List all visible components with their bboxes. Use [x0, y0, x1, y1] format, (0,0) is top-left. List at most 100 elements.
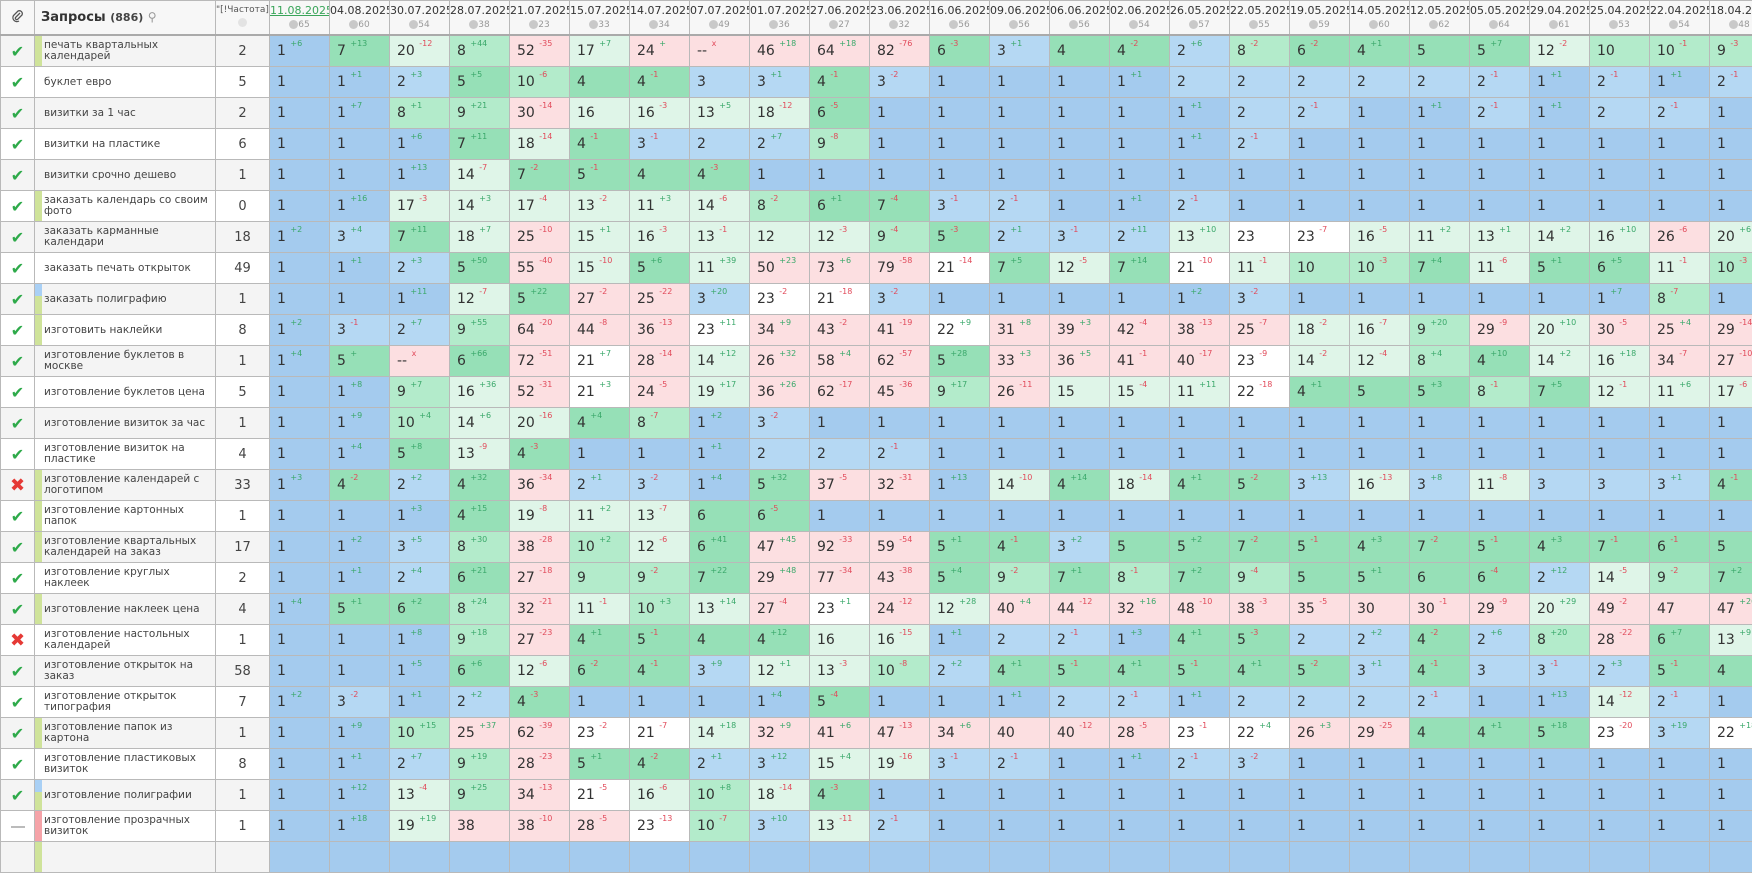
date-label[interactable]: 21.07.2025 [510, 4, 569, 17]
position-cell[interactable]: 2 +2 [450, 687, 510, 718]
position-cell[interactable]: 30 -5 [1590, 315, 1650, 346]
position-cell[interactable]: 2 +12 [1530, 563, 1590, 594]
position-cell[interactable]: 1 [1410, 439, 1470, 470]
position-cell[interactable]: 1 [1530, 749, 1590, 780]
position-cell[interactable]: 24 -12 [870, 594, 930, 625]
position-cell[interactable]: 5 +1 [1530, 253, 1590, 284]
query[interactable] [35, 842, 215, 872]
position-cell[interactable] [1650, 842, 1710, 873]
position-cell[interactable]: 5 +1 [570, 749, 630, 780]
query-cell[interactable]: изготовление визиток за час [35, 408, 216, 439]
position-cell[interactable]: 42 -4 [1110, 315, 1170, 346]
position-cell[interactable]: 6 -2 [1290, 35, 1350, 67]
position-cell[interactable]: 1 +13 [390, 160, 450, 191]
position-cell[interactable]: 64 +18 [810, 35, 870, 67]
position-cell[interactable]: 2 +1 [570, 470, 630, 501]
position-cell[interactable]: 22 +18 [1710, 718, 1752, 749]
position-cell[interactable]: 1 [870, 129, 930, 160]
position-cell[interactable]: 58 +4 [810, 346, 870, 377]
position-cell[interactable]: 1 [990, 160, 1050, 191]
search-icon[interactable]: ⚲ [148, 10, 157, 24]
position-cell[interactable]: 1 [1650, 439, 1710, 470]
position-cell[interactable]: 1 [1710, 439, 1752, 470]
position-cell[interactable]: 1 [1710, 191, 1752, 222]
position-cell[interactable] [630, 842, 690, 873]
position-cell[interactable]: 1 [570, 439, 630, 470]
position-cell[interactable]: 9 +17 [930, 377, 990, 408]
position-cell[interactable]: 36 +5 [1050, 346, 1110, 377]
position-cell[interactable]: 1 +1 [330, 563, 390, 594]
date-label[interactable]: 29.04.2025 [1530, 4, 1589, 17]
query-cell[interactable]: изготовление наклеек цена [35, 594, 216, 625]
position-cell[interactable]: 1 [1110, 439, 1170, 470]
position-cell[interactable] [990, 842, 1050, 873]
query-text[interactable]: визитки срочно дешево [44, 170, 180, 181]
position-cell[interactable]: 21 +7 [570, 346, 630, 377]
query[interactable]: изготовление пластиковых визиток [35, 749, 215, 779]
date-label[interactable]: 06.06.2025 [1050, 4, 1109, 17]
position-cell[interactable]: 3 +5 [390, 532, 450, 563]
position-cell[interactable]: 2 +2 [930, 656, 990, 687]
position-cell[interactable]: 55 -40 [510, 253, 570, 284]
position-cell[interactable]: 10 [1590, 35, 1650, 67]
position-cell[interactable]: 1 [930, 439, 990, 470]
position-cell[interactable]: 3 -1 [630, 129, 690, 160]
position-cell[interactable]: 16 -3 [630, 222, 690, 253]
position-cell[interactable]: 1 [1470, 749, 1530, 780]
position-cell[interactable]: 23 +11 [690, 315, 750, 346]
position-cell[interactable]: 1 [1410, 408, 1470, 439]
query[interactable]: изготовить наклейки [35, 315, 215, 345]
query[interactable]: визитки на пластике [35, 129, 215, 159]
position-cell[interactable]: 4 -1 [1710, 470, 1752, 501]
position-cell[interactable]: 11 -6 [1470, 253, 1530, 284]
position-cell[interactable]: 3 -1 [1050, 222, 1110, 253]
position-cell[interactable]: 21 -7 [630, 718, 690, 749]
position-cell[interactable]: 5 [1350, 377, 1410, 408]
position-cell[interactable]: 1 [930, 408, 990, 439]
position-cell[interactable]: 5 -1 [1050, 656, 1110, 687]
position-cell[interactable]: 1 [1410, 749, 1470, 780]
position-cell[interactable]: 1 [1350, 160, 1410, 191]
position-cell[interactable]: 1 [1410, 501, 1470, 532]
position-cell[interactable]: 1 [1350, 780, 1410, 811]
position-cell[interactable]: 2 [1590, 98, 1650, 129]
position-cell[interactable]: 1 [870, 408, 930, 439]
position-cell[interactable]: 45 -36 [870, 377, 930, 408]
position-cell[interactable]: 26 -11 [990, 377, 1050, 408]
position-cell[interactable]: 11 -1 [1230, 253, 1290, 284]
position-cell[interactable]: 1 [1110, 160, 1170, 191]
position-cell[interactable]: 3 -2 [1230, 749, 1290, 780]
position-cell[interactable]: 36 -13 [630, 315, 690, 346]
position-cell[interactable]: 4 -3 [510, 687, 570, 718]
position-cell[interactable]: 1 [1350, 98, 1410, 129]
position-cell[interactable]: 1 [270, 98, 330, 129]
position-cell[interactable]: 40 +4 [990, 594, 1050, 625]
position-cell[interactable]: 2 -1 [1170, 749, 1230, 780]
query-text[interactable]: изготовление круглых наклеек [44, 567, 215, 589]
position-cell[interactable]: 1 +1 [690, 439, 750, 470]
position-cell[interactable]: 1 +1 [990, 687, 1050, 718]
position-cell[interactable]: 1 [1050, 284, 1110, 315]
position-cell[interactable]: 4 +14 [1050, 470, 1110, 501]
position-cell[interactable]: 9 +7 [390, 377, 450, 408]
position-cell[interactable]: 2 -1 [1470, 98, 1530, 129]
position-cell[interactable]: 28 -23 [510, 749, 570, 780]
query[interactable]: печать квартальных календарей [35, 36, 215, 66]
position-cell[interactable]: 1 [1470, 129, 1530, 160]
date-column-header[interactable]: 18.04.202548 [1710, 1, 1752, 36]
position-cell[interactable] [510, 842, 570, 873]
position-cell[interactable]: 5 + [330, 346, 390, 377]
position-cell[interactable] [1230, 842, 1290, 873]
position-cell[interactable]: 7 -2 [1410, 532, 1470, 563]
position-cell[interactable]: 1 +1 [330, 749, 390, 780]
position-cell[interactable]: 1 [1650, 749, 1710, 780]
position-cell[interactable]: 1 +1 [1530, 67, 1590, 98]
position-cell[interactable]: 34 +9 [750, 315, 810, 346]
position-cell[interactable]: 10 +2 [570, 532, 630, 563]
position-cell[interactable]: 4 -1 [990, 532, 1050, 563]
position-cell[interactable]: 34 +6 [930, 718, 990, 749]
position-cell[interactable]: 2 +3 [390, 253, 450, 284]
